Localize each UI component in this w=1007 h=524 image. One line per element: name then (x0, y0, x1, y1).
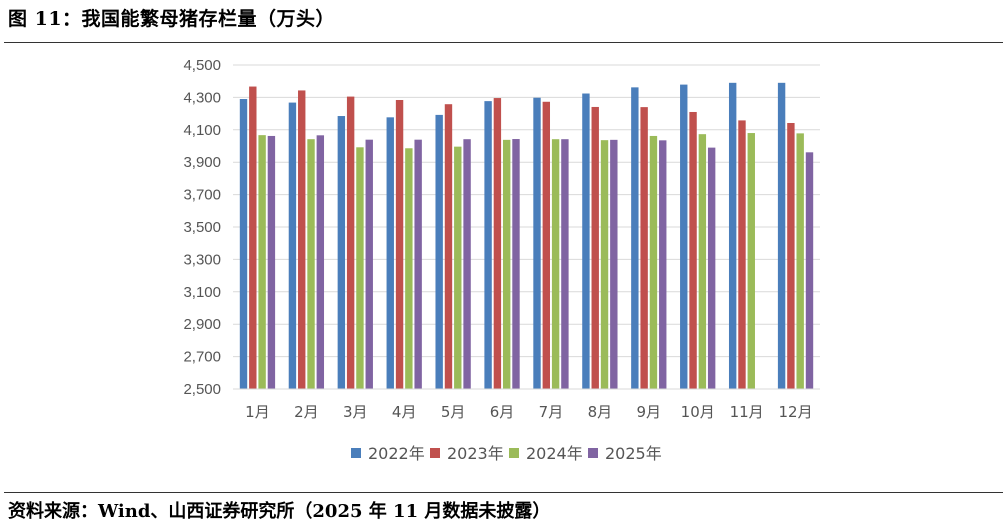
bar (463, 139, 471, 389)
bars (239, 82, 814, 390)
bar (356, 147, 364, 389)
bar (258, 135, 266, 389)
bar (777, 82, 786, 389)
y-tick-label: 2,500 (183, 381, 221, 398)
x-category-label: 10月 (681, 403, 715, 421)
y-tick-label: 3,900 (183, 154, 221, 171)
x-category-label: 1月 (245, 403, 270, 421)
bottom-rule (4, 492, 1003, 493)
y-axis-ticks: 2,500 2,700 2,900 3,100 3,300 3,500 3,700 3,900… (183, 57, 221, 398)
legend-label: 2025年 (605, 444, 662, 463)
bar (493, 98, 502, 389)
figure-title: 图 11：我国能繁母猪存栏量（万头） (8, 8, 336, 30)
bar (405, 148, 413, 389)
bar (316, 135, 325, 389)
legend-label: 2024年 (526, 444, 583, 463)
bar (365, 139, 373, 389)
bar (337, 116, 346, 389)
bar (542, 101, 551, 390)
bar (454, 146, 462, 389)
legend-label: 2023年 (447, 444, 504, 463)
bar (346, 96, 355, 389)
legend-label: 2022年 (368, 444, 425, 463)
y-tick-label: 4,100 (183, 122, 221, 139)
bar (640, 107, 648, 390)
figure-source: 资料来源：Wind、山西证券研究所（2025 年 11 月数据未披露） (8, 501, 551, 522)
bar (298, 90, 306, 390)
bar (484, 101, 492, 389)
legend-swatch (588, 448, 598, 458)
bar (738, 120, 746, 390)
y-tick-label: 4,500 (183, 57, 221, 74)
y-tick-label: 4,300 (183, 89, 221, 106)
bar (631, 87, 639, 389)
y-tick-label: 3,700 (183, 187, 221, 204)
bar (551, 139, 560, 389)
gridlines (233, 64, 820, 358)
x-category-label: 9月 (637, 403, 662, 421)
bar (386, 117, 394, 390)
x-category-label: 7月 (539, 403, 564, 421)
bar (689, 111, 697, 389)
bar (582, 93, 590, 390)
bar (395, 99, 404, 389)
x-category-label: 11月 (730, 403, 764, 421)
bar (680, 84, 688, 390)
legend-swatch (509, 448, 519, 458)
bar (561, 139, 569, 389)
bar (659, 140, 667, 389)
legend: 2022年 2023年 2024年 2025年 (351, 444, 662, 463)
bar (444, 104, 453, 389)
bar (707, 147, 716, 389)
bar (805, 152, 814, 389)
y-tick-label: 2,700 (183, 349, 221, 366)
bar (414, 139, 422, 389)
bar (267, 135, 276, 389)
y-tick-label: 3,100 (183, 284, 221, 301)
top-rule (4, 42, 1003, 43)
bar (649, 135, 658, 389)
x-axis-categories: 1月 2月 3月 4月 5月 6月 7月 8月 9月 10月 11月 12月 (245, 403, 812, 421)
bar (512, 139, 520, 389)
y-tick-label: 3,300 (183, 251, 221, 268)
legend-swatch (430, 448, 440, 458)
bar (796, 133, 804, 389)
x-category-label: 2月 (294, 403, 319, 421)
legend-swatch (351, 448, 361, 458)
bar (435, 114, 443, 390)
y-tick-label: 3,500 (183, 219, 221, 236)
bar (533, 97, 541, 389)
x-category-label: 8月 (588, 403, 613, 421)
bar (307, 139, 315, 389)
y-tick-label: 2,900 (183, 316, 221, 333)
bar (787, 122, 795, 389)
x-category-label: 3月 (343, 403, 368, 421)
bar (600, 140, 609, 389)
bar (610, 139, 618, 389)
x-category-label: 4月 (392, 403, 417, 421)
bar (288, 102, 297, 390)
bar (502, 139, 511, 389)
bar (239, 99, 248, 390)
bar (728, 82, 737, 389)
x-category-label: 6月 (490, 403, 515, 421)
bar (747, 133, 755, 389)
bar (249, 86, 257, 390)
x-category-label: 5月 (441, 403, 466, 421)
bar (698, 134, 707, 389)
x-category-label: 12月 (778, 403, 812, 421)
bar (591, 106, 599, 389)
